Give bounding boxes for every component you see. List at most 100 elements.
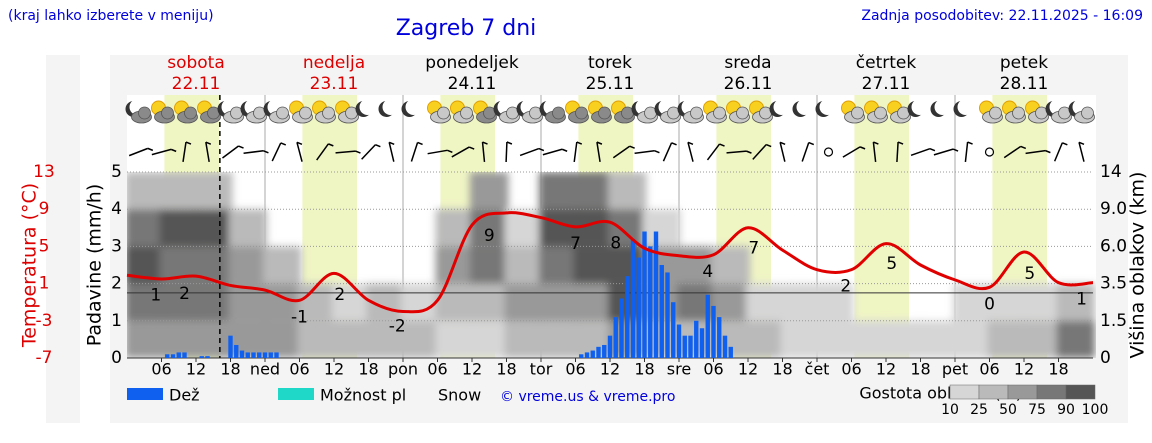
precip-bar bbox=[722, 335, 728, 358]
wind-barb bbox=[561, 148, 568, 152]
wind-barb bbox=[765, 143, 772, 148]
x-tick-label: 06 bbox=[565, 360, 585, 379]
y2-tick-label: 9.0 bbox=[1100, 199, 1127, 219]
cloud-cell bbox=[332, 320, 371, 358]
cloud bbox=[138, 106, 151, 120]
cloud-cell bbox=[263, 246, 302, 284]
cloud-cell bbox=[953, 320, 992, 358]
wind-barb bbox=[128, 147, 149, 157]
temp-label: 2 bbox=[179, 284, 190, 304]
cloud bbox=[161, 106, 174, 120]
side-panel bbox=[46, 55, 80, 423]
wind-barb bbox=[542, 148, 563, 156]
wind-barb bbox=[726, 150, 747, 154]
cloud-cell bbox=[401, 320, 440, 358]
temp-label: 9 bbox=[484, 226, 495, 246]
day-name: torek bbox=[588, 53, 632, 73]
note: (kraj lahko izberete v meniju) bbox=[8, 8, 214, 24]
cloud-cell bbox=[608, 209, 647, 247]
cloud bbox=[276, 106, 289, 120]
wind-barb bbox=[1053, 142, 1064, 162]
precip-bar bbox=[170, 354, 176, 358]
moon-cut bbox=[405, 99, 422, 115]
wind-barb bbox=[296, 141, 303, 146]
cloud-cell bbox=[366, 320, 405, 358]
credit: © vreme.us & vreme.pro bbox=[500, 389, 675, 405]
wind-barb bbox=[263, 150, 269, 154]
precip-bar bbox=[251, 352, 256, 358]
day-date: 22.11 bbox=[172, 74, 221, 94]
temperature-line bbox=[126, 211, 1094, 314]
cloud-cell bbox=[918, 320, 957, 358]
precip-bar bbox=[642, 231, 647, 358]
day-date: 23.11 bbox=[310, 74, 359, 94]
x-tick-label: 18 bbox=[220, 360, 240, 379]
wind-barb bbox=[417, 141, 423, 146]
precip-bar bbox=[630, 238, 636, 358]
precip-bar bbox=[648, 246, 653, 358]
cloud-scale-box bbox=[1007, 384, 1038, 400]
wind-barb bbox=[355, 150, 361, 154]
precip-bar bbox=[274, 352, 279, 358]
day-name: petek bbox=[1000, 53, 1048, 73]
cloud-cell bbox=[987, 320, 1026, 358]
x-tick-label: 18 bbox=[496, 360, 516, 379]
x-tick-label: pet bbox=[942, 360, 968, 379]
wind-barb bbox=[933, 148, 954, 156]
x-tick-label: 18 bbox=[772, 360, 792, 379]
wind-barb bbox=[719, 143, 725, 147]
x-tick-label: 06 bbox=[289, 360, 309, 379]
wind-barb bbox=[842, 146, 861, 158]
daylight-band bbox=[854, 95, 909, 358]
x-tick-label: 12 bbox=[186, 360, 206, 379]
legend-label: Možnost pl bbox=[320, 386, 406, 405]
day-date: 26.11 bbox=[724, 74, 773, 94]
cloud-cell bbox=[435, 283, 474, 321]
wind-barb bbox=[752, 144, 767, 160]
updated: Zadnja posodobitev: 22.11.2025 - 16:09 bbox=[861, 8, 1143, 24]
cloud-scale-box bbox=[949, 384, 980, 400]
cloud-cell bbox=[746, 283, 785, 321]
cloud-cell bbox=[194, 209, 233, 247]
wind-barb bbox=[1062, 142, 1068, 146]
day-name: sobota bbox=[167, 53, 225, 73]
cloud-cell bbox=[228, 246, 267, 284]
x-tick-label: 06 bbox=[979, 360, 999, 379]
x-tick-label: 12 bbox=[1014, 360, 1034, 379]
wind-barb bbox=[205, 141, 212, 145]
y-tick-label: 5 bbox=[111, 162, 122, 182]
cloud-cell bbox=[159, 172, 198, 210]
wind-barb bbox=[634, 149, 655, 155]
wind-barb bbox=[779, 142, 786, 162]
wind-barb bbox=[573, 141, 578, 163]
wind-barb bbox=[671, 142, 677, 146]
precip-bar bbox=[182, 352, 187, 358]
chart-title: Zagreb 7 dni bbox=[396, 16, 537, 41]
precip-bar bbox=[239, 350, 245, 358]
wind-barb bbox=[410, 142, 419, 162]
cloud-cell bbox=[332, 283, 371, 321]
x-tick-label: tor bbox=[530, 360, 553, 379]
precip-bar bbox=[682, 335, 687, 358]
cloud bbox=[552, 106, 565, 120]
cloud-cell bbox=[677, 246, 716, 284]
y-tick-label: 4 bbox=[111, 199, 122, 219]
precip-bar bbox=[262, 352, 268, 358]
cloud bbox=[437, 106, 450, 120]
x-tick-label: 06 bbox=[703, 360, 723, 379]
wind-barb bbox=[687, 142, 694, 162]
cloud-cell bbox=[711, 283, 750, 321]
moon-cut bbox=[819, 99, 836, 115]
wind-barb bbox=[873, 141, 879, 145]
wind-barb bbox=[205, 142, 210, 162]
precip-bar bbox=[676, 324, 682, 358]
y2-tick-label: 14 bbox=[1100, 162, 1122, 182]
x-tick-label: 12 bbox=[324, 360, 344, 379]
temp-label: 2 bbox=[840, 277, 851, 297]
precip-bar bbox=[619, 298, 624, 358]
precip-bar bbox=[717, 317, 722, 358]
wind-barb bbox=[519, 147, 540, 157]
x-tick-label: 06 bbox=[841, 360, 861, 379]
cloud-cell bbox=[401, 283, 440, 321]
precip-bar bbox=[257, 352, 262, 358]
